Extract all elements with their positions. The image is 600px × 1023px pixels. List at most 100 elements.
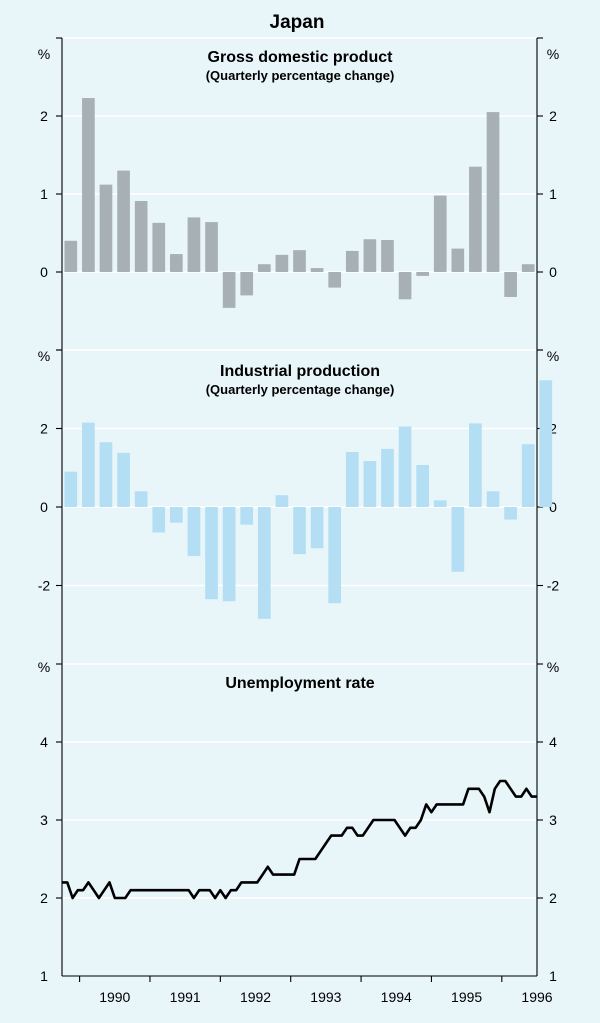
gdp-bar [328,272,342,288]
gdp-bar [275,254,289,272]
unemployment-left-unit: % [38,659,50,675]
gdp-bar [205,222,218,272]
industrial-production-panel: Industrial production (Quarterly percent… [38,348,560,619]
gdp-bar [293,250,306,272]
gdp-bar [504,272,517,297]
gdp-bar [257,264,271,272]
unemployment-panel-title: Unemployment rate [225,675,374,692]
ip-bar [275,495,289,507]
ip-bar [187,507,201,557]
ip-bar [539,380,553,507]
ip-bar [117,452,130,507]
ip-bar [328,507,342,604]
x-tick-label: 1990 [99,989,130,1005]
ip-bar [82,422,95,507]
gdp-bar [521,264,535,272]
ip-bar [521,444,535,507]
gdp-bar [222,272,236,308]
ip-panel-title: Industrial production [220,363,380,380]
unemployment-right-tick-label: 4 [549,734,557,750]
unemployment-right-tick-label: 3 [549,812,557,828]
x-tick-label: 1995 [451,989,482,1005]
ip-left-unit: % [38,348,50,364]
gdp-bar [345,250,359,272]
gdp-right-tick-label: 2 [549,108,557,124]
x-tick-label: 1991 [170,989,201,1005]
gdp-bar [310,268,324,272]
unemployment-left-tick-label: 2 [40,890,48,906]
x-axis: 1990 1991 1992 1993 1994 1995 1996 [79,976,553,1005]
ip-left-tick-label: 2 [40,421,48,437]
ip-bar [433,500,447,507]
gdp-panel-subtitle: (Quarterly percentage change) [206,68,395,83]
ip-bar [451,507,465,572]
gdp-right-tick-label: 0 [549,264,557,280]
unemployment-right-tick-label: 1 [549,968,557,984]
gdp-panel-title: Gross domestic product [208,49,394,66]
x-tick-label: 1996 [521,989,552,1005]
ip-bar [345,452,359,507]
gdp-bar [469,166,482,272]
ip-right-tick-label: 0 [549,499,557,515]
gdp-bar [82,98,95,272]
ip-bar [99,442,113,507]
ip-bar [64,471,78,507]
unemployment-right-tick-label: 2 [549,890,557,906]
gdp-bar [433,195,447,272]
gdp-left-unit: % [38,46,50,62]
gdp-bar [64,240,78,272]
gdp-bar [451,248,465,272]
ip-right-unit: % [547,348,559,364]
gdp-bar [152,222,166,272]
ip-bar [381,448,394,507]
ip-right-tick-label: -2 [547,578,560,594]
ip-bar [469,423,482,507]
gdp-right-unit: % [547,46,559,62]
ip-bar [310,507,324,549]
ip-bar [170,507,183,523]
x-tick-label: 1994 [381,989,412,1005]
gdp-bar [381,240,394,272]
figure-title: Japan [270,12,325,33]
ip-bar [240,507,254,525]
x-tick-label: 1992 [240,989,271,1005]
gdp-bar [170,254,183,272]
unemployment-panel: Unemployment rate % % 1 1 2 2 3 3 4 4 [38,659,559,984]
ip-panel-subtitle: (Quarterly percentage change) [206,382,395,397]
unemployment-series-line [62,779,537,900]
gdp-bar [99,184,113,272]
gdp-bar [240,272,254,296]
ip-bar [152,507,166,533]
unemployment-left-tick-label: 3 [40,812,48,828]
gdp-left-tick-label: 0 [40,264,48,280]
ip-left-tick-label: -2 [38,578,51,594]
ip-bar [293,507,306,555]
gdp-left-tick-label: 1 [40,186,48,202]
ip-bar [222,507,236,602]
gdp-bar [416,272,429,276]
gdp-right-tick-label: 1 [549,186,557,202]
gdp-bar [117,170,130,272]
ip-bar [486,491,500,507]
unemployment-left-tick-label: 1 [40,968,48,984]
ip-bar [363,461,377,507]
unemployment-right-unit: % [547,659,559,675]
ip-bar [257,507,271,619]
gdp-left-tick-label: 2 [40,108,48,124]
ip-bar [398,426,412,507]
ip-bar [205,507,218,600]
x-tick-label: 1993 [310,989,341,1005]
gdp-panel: Gross domestic product (Quarterly percen… [38,37,559,351]
gdp-bar [486,112,500,272]
gdp-bar [134,201,148,272]
gdp-bar [187,217,201,272]
gdp-bar [398,272,412,300]
gdp-bar [363,239,377,272]
unemployment-left-tick-label: 4 [40,734,48,750]
ip-bar [416,465,429,507]
ip-left-tick-label: 0 [40,499,48,515]
ip-bar [134,491,148,507]
ip-bar [504,507,517,520]
ip-right-tick-label: 2 [549,421,557,437]
